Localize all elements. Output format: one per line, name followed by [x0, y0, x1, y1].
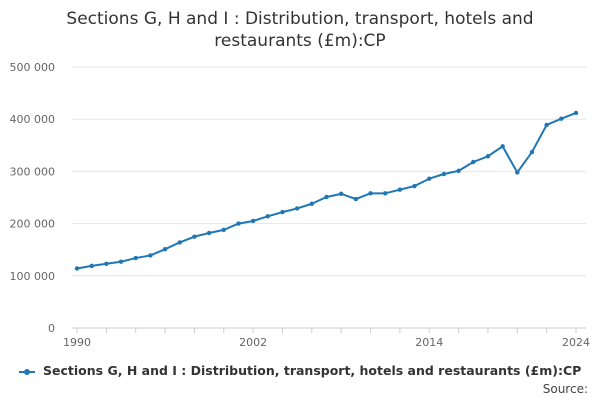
data-point	[118, 259, 124, 264]
series-line	[76, 112, 577, 270]
data-point	[206, 230, 212, 236]
data-point	[104, 261, 109, 266]
data-point	[309, 201, 315, 206]
data-point	[250, 218, 256, 224]
data-point	[544, 122, 549, 128]
data-point	[573, 110, 579, 116]
y-tick-label: 0	[48, 322, 55, 335]
data-point	[456, 168, 461, 174]
source-label: Source:	[542, 382, 588, 396]
data-point	[177, 240, 182, 245]
y-tick-label: 200 000	[10, 218, 56, 231]
x-tick-label: 2014	[415, 336, 443, 349]
y-tick-label: 500 000	[10, 61, 56, 74]
legend-series-label: Sections G, H and I : Distribution, tran…	[43, 363, 582, 378]
data-point	[397, 187, 403, 192]
data-point	[500, 144, 505, 149]
x-tick-label: 2024	[562, 336, 590, 349]
data-point	[74, 266, 80, 271]
data-point	[412, 183, 417, 189]
line-chart: 0 100 000 200 000 300 000 400 000 500 000 1990…	[10, 61, 591, 349]
data-point	[133, 255, 138, 261]
data-point	[265, 214, 270, 219]
y-tick-label: 400 000	[10, 113, 56, 126]
data-point	[485, 154, 491, 159]
data-point	[236, 221, 241, 226]
data-point	[427, 176, 432, 181]
data-point	[559, 116, 564, 121]
data-point	[338, 191, 344, 197]
data-point	[353, 196, 359, 202]
data-point	[471, 159, 476, 165]
legend[interactable]: Sections G, H and I : Distribution, tran…	[0, 363, 600, 378]
data-point	[192, 234, 197, 239]
data-point	[294, 206, 300, 211]
data-point	[441, 171, 447, 177]
data-point	[221, 227, 226, 233]
data-point	[529, 149, 535, 155]
chart-title: Sections G, H and I : Distribution, tran…	[20, 8, 580, 52]
y-tick-label: 300 000	[10, 165, 56, 178]
data-point	[148, 253, 153, 258]
chart-title-line-2: restaurants (£m):CP	[214, 31, 386, 51]
data-point	[280, 209, 285, 215]
legend-series-marker-icon	[18, 367, 35, 377]
data-point	[368, 191, 373, 196]
data-point	[89, 263, 94, 269]
y-tick-label: 100 000	[10, 270, 56, 283]
x-tick-label: 2002	[239, 336, 267, 349]
data-point	[162, 246, 168, 252]
data-point	[324, 194, 329, 200]
x-tick-label: 1990	[63, 336, 91, 349]
data-point	[515, 170, 520, 175]
data-point	[383, 191, 388, 196]
chart-title-line-1: Sections G, H and I : Distribution, tran…	[66, 9, 534, 29]
